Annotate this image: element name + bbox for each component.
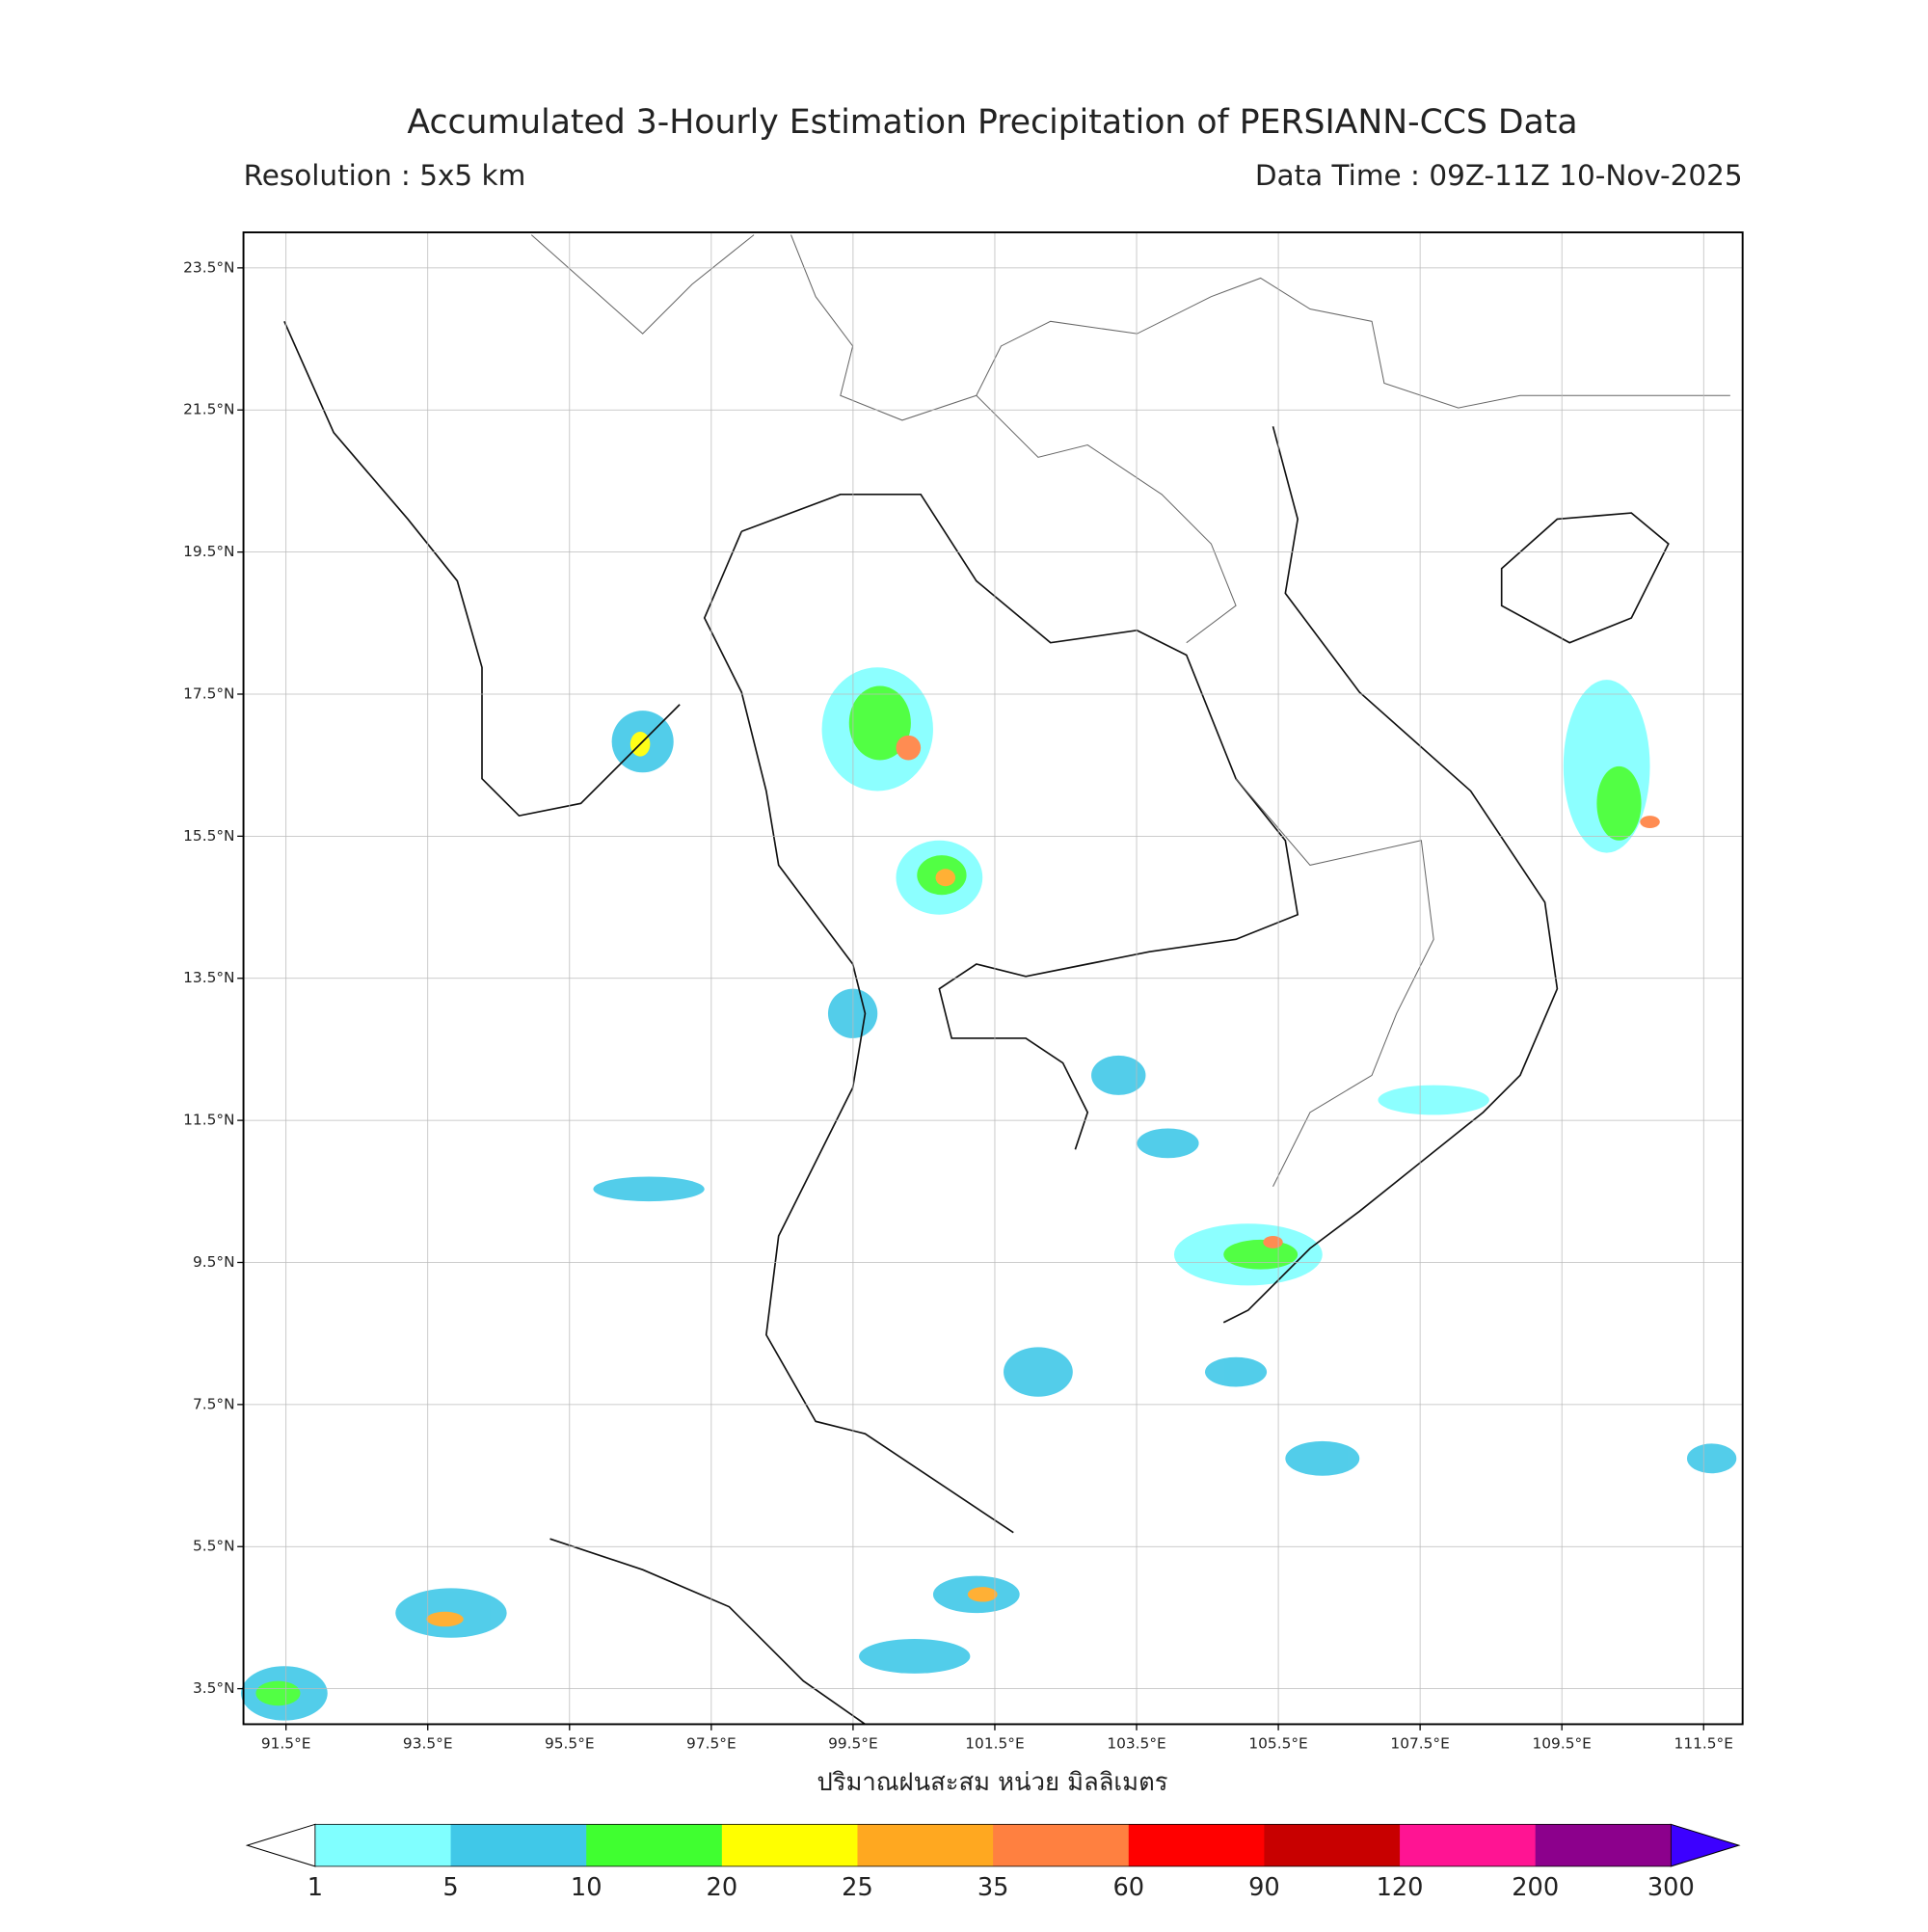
colorbar-label: 10 bbox=[571, 1873, 602, 1902]
colorbar-label: 20 bbox=[707, 1873, 738, 1902]
lon-tick-label: 97.5°E bbox=[686, 1734, 736, 1752]
lon-tick-label: 101.5°E bbox=[965, 1734, 1024, 1752]
colorbar-label: 200 bbox=[1512, 1873, 1559, 1902]
lon-tick-label: 109.5°E bbox=[1532, 1734, 1591, 1752]
colorbar-segment bbox=[450, 1824, 587, 1866]
lat-tick-label: 3.5°N bbox=[193, 1679, 235, 1697]
colorbar-label: 300 bbox=[1647, 1873, 1695, 1902]
colorbar-segment bbox=[1400, 1824, 1537, 1866]
colorbar-segment bbox=[314, 1824, 452, 1866]
coastline bbox=[283, 320, 1670, 1726]
colorbar-segment bbox=[1128, 1824, 1266, 1866]
lat-tick-label: 9.5°N bbox=[193, 1253, 235, 1271]
colorbar-label: 35 bbox=[977, 1873, 1009, 1902]
lat-tick-label: 19.5°N bbox=[183, 543, 234, 560]
colorbar-frame bbox=[314, 1823, 1672, 1867]
lon-tick-label: 105.5°E bbox=[1248, 1734, 1307, 1752]
map bbox=[241, 232, 1743, 1726]
lon-tick-label: 103.5°E bbox=[1107, 1734, 1165, 1752]
colorbar-segment bbox=[1535, 1824, 1672, 1866]
lat-tick-label: 21.5°N bbox=[183, 401, 234, 418]
colorbar-label: 5 bbox=[442, 1873, 458, 1902]
lat-tick-label: 15.5°N bbox=[183, 827, 234, 845]
colorbar-label: 120 bbox=[1377, 1873, 1424, 1902]
colorbar-segment bbox=[1264, 1824, 1401, 1866]
colorbar-segment bbox=[721, 1824, 859, 1866]
colorbar-label: 1 bbox=[308, 1873, 323, 1902]
colorbar-label: 60 bbox=[1112, 1873, 1144, 1902]
lat-tick-label: 17.5°N bbox=[183, 684, 234, 702]
data-time: Data Time : 09Z-11Z 10-Nov-2025 bbox=[1255, 159, 1743, 192]
borders bbox=[530, 234, 1730, 1187]
lon-tick-label: 99.5°E bbox=[828, 1734, 878, 1752]
colorbar-label: 25 bbox=[842, 1873, 873, 1902]
lon-tick-label: 93.5°E bbox=[403, 1734, 453, 1752]
lat-tick-label: 7.5°N bbox=[193, 1395, 235, 1412]
lat-tick-label: 11.5°N bbox=[183, 1112, 234, 1129]
lat-tick-label: 5.5°N bbox=[193, 1538, 235, 1555]
colorbar-segment bbox=[586, 1824, 723, 1866]
colorbar-segment bbox=[857, 1824, 994, 1866]
colorbar-label: 90 bbox=[1248, 1873, 1280, 1902]
lon-tick-label: 95.5°E bbox=[545, 1734, 595, 1752]
x-label: ปริมาณฝนสะสม หน่วย มิลลิเมตร bbox=[817, 1768, 1167, 1797]
lat-tick-label: 23.5°N bbox=[183, 258, 234, 276]
lon-tick-label: 107.5°E bbox=[1390, 1734, 1449, 1752]
lon-tick-label: 111.5°E bbox=[1674, 1734, 1733, 1752]
lat-tick-label: 13.5°N bbox=[183, 969, 234, 986]
colorbar-segment bbox=[993, 1824, 1130, 1866]
title: Accumulated 3-Hourly Estimation Precipit… bbox=[407, 103, 1577, 142]
resolution: Resolution : 5x5 km bbox=[244, 159, 526, 192]
lon-tick-label: 91.5°E bbox=[261, 1734, 311, 1752]
